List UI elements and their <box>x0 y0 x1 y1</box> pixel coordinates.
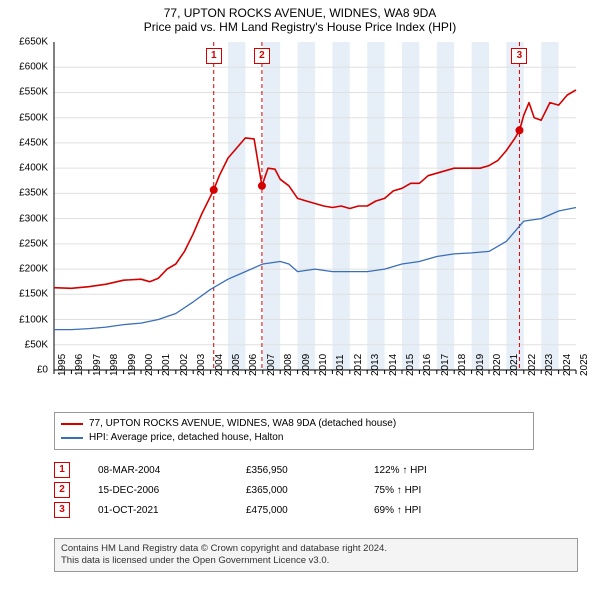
x-tick-label: 2005 <box>231 354 242 376</box>
sale-flag-3: 3 <box>511 48 527 64</box>
x-tick-label: 1998 <box>109 354 120 376</box>
sale-pct: 75% ↑ HPI <box>374 485 421 496</box>
x-tick-label: 2017 <box>440 354 451 376</box>
x-tick-label: 2020 <box>492 354 503 376</box>
x-tick-label: 2007 <box>266 354 277 376</box>
x-tick-label: 2002 <box>179 354 190 376</box>
y-tick-label: £0 <box>0 365 48 376</box>
sales-row: 1 08-MAR-2004 £356,950 122% ↑ HPI <box>54 460 427 480</box>
y-tick-label: £100K <box>0 314 48 325</box>
x-tick-label: 1996 <box>74 354 85 376</box>
legend-item: 77, UPTON ROCKS AVENUE, WIDNES, WA8 9DA … <box>61 417 527 431</box>
y-tick-label: £200K <box>0 264 48 275</box>
sale-price: £475,000 <box>246 505 346 516</box>
y-tick-label: £500K <box>0 112 48 123</box>
x-tick-label: 1997 <box>92 354 103 376</box>
y-tick-label: £50K <box>0 339 48 350</box>
legend-swatch <box>61 437 83 439</box>
footer-line-2: This data is licensed under the Open Gov… <box>61 555 571 567</box>
y-tick-label: £350K <box>0 188 48 199</box>
footer-attribution: Contains HM Land Registry data © Crown c… <box>54 538 578 572</box>
x-tick-label: 2001 <box>161 354 172 376</box>
sale-price: £356,950 <box>246 465 346 476</box>
legend-label: 77, UPTON ROCKS AVENUE, WIDNES, WA8 9DA … <box>89 417 396 431</box>
sales-table: 1 08-MAR-2004 £356,950 122% ↑ HPI 2 15-DEC-20… <box>54 460 427 520</box>
sale-pct: 122% ↑ HPI <box>374 465 427 476</box>
sale-date: 15-DEC-2006 <box>98 485 218 496</box>
y-tick-label: £400K <box>0 163 48 174</box>
x-tick-label: 2016 <box>422 354 433 376</box>
x-tick-label: 2013 <box>370 354 381 376</box>
sales-row: 3 01-OCT-2021 £475,000 69% ↑ HPI <box>54 500 427 520</box>
sale-flag-2: 2 <box>254 48 270 64</box>
x-tick-label: 2025 <box>579 354 590 376</box>
x-tick-label: 1995 <box>57 354 68 376</box>
sale-date: 01-OCT-2021 <box>98 505 218 516</box>
y-tick-label: £450K <box>0 137 48 148</box>
x-tick-label: 2006 <box>248 354 259 376</box>
x-tick-label: 2004 <box>214 354 225 376</box>
x-tick-label: 2010 <box>318 354 329 376</box>
x-tick-label: 2018 <box>457 354 468 376</box>
legend-item: HPI: Average price, detached house, Halt… <box>61 431 527 445</box>
y-tick-label: £550K <box>0 87 48 98</box>
y-tick-label: £250K <box>0 238 48 249</box>
sale-row-marker: 3 <box>54 502 70 518</box>
sale-price: £365,000 <box>246 485 346 496</box>
sale-row-marker: 1 <box>54 462 70 478</box>
sale-row-marker: 2 <box>54 482 70 498</box>
x-tick-label: 2021 <box>509 354 520 376</box>
x-tick-label: 2003 <box>196 354 207 376</box>
x-tick-label: 2009 <box>301 354 312 376</box>
legend-swatch <box>61 423 83 425</box>
x-tick-label: 2012 <box>353 354 364 376</box>
legend: 77, UPTON ROCKS AVENUE, WIDNES, WA8 9DA … <box>54 412 534 450</box>
sale-pct: 69% ↑ HPI <box>374 505 421 516</box>
sales-row: 2 15-DEC-2006 £365,000 75% ↑ HPI <box>54 480 427 500</box>
x-tick-label: 2014 <box>388 354 399 376</box>
x-tick-label: 2019 <box>475 354 486 376</box>
footer-line-1: Contains HM Land Registry data © Crown c… <box>61 543 571 555</box>
sale-flag-1: 1 <box>206 48 222 64</box>
legend-label: HPI: Average price, detached house, Halt… <box>89 431 283 445</box>
y-tick-label: £150K <box>0 289 48 300</box>
x-tick-label: 2008 <box>283 354 294 376</box>
x-tick-label: 2024 <box>562 354 573 376</box>
y-tick-label: £300K <box>0 213 48 224</box>
x-tick-label: 2011 <box>335 354 346 376</box>
x-tick-label: 1999 <box>127 354 138 376</box>
sale-date: 08-MAR-2004 <box>98 465 218 476</box>
y-tick-label: £650K <box>0 37 48 48</box>
x-tick-label: 2015 <box>405 354 416 376</box>
y-tick-label: £600K <box>0 62 48 73</box>
x-tick-label: 2022 <box>527 354 538 376</box>
x-tick-label: 2023 <box>544 354 555 376</box>
x-tick-label: 2000 <box>144 354 155 376</box>
